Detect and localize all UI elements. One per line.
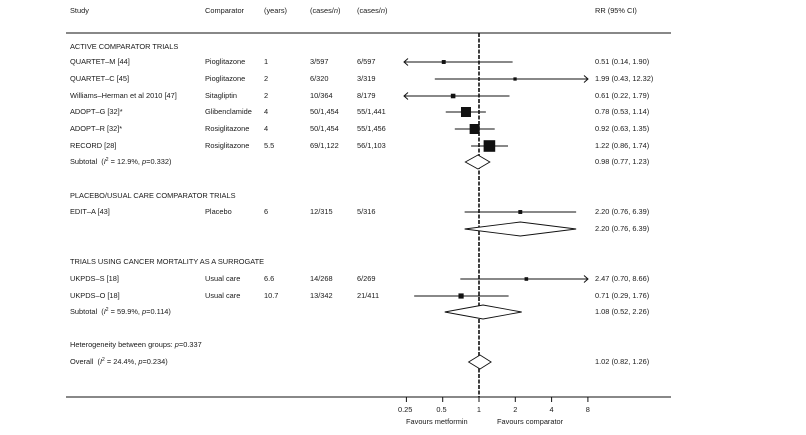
study-rr-label: 0.92 (0.63, 1.35) xyxy=(595,124,650,133)
study-years: 4 xyxy=(264,107,269,116)
study-name: RECORD [28] xyxy=(70,141,117,150)
group-title: ACTIVE COMPARATOR TRIALS xyxy=(70,42,179,51)
study-comparator: Usual care xyxy=(205,291,241,300)
subtotal-rr-label: 0.98 (0.77, 1.23) xyxy=(595,157,650,166)
subtotal-label: Subtotal (I2 = 12.9%, p=0.332) xyxy=(70,157,172,166)
subtotal-diamond xyxy=(464,221,577,237)
study-comparator: Glibenclamide xyxy=(205,107,252,116)
header-comparator: Comparator xyxy=(205,6,245,15)
header-cases-comparator: (cases/n) xyxy=(357,6,388,15)
subtotal-diamond xyxy=(444,304,522,320)
study-cases-comparator: 8/179 xyxy=(357,91,376,100)
xlabel-favours-comparator: Favours comparator xyxy=(497,417,564,426)
study-rr-label: 2.47 (0.70, 8.66) xyxy=(595,274,650,283)
study-rr-label: 2.20 (0.76, 6.39) xyxy=(595,207,650,216)
overall-label: Overall (I2 = 24.4%, p=0.234) xyxy=(70,357,168,366)
study-cases-metformin: 3/597 xyxy=(310,57,329,66)
study-years: 10.7 xyxy=(264,291,279,300)
study-cases-comparator: 21/411 xyxy=(357,291,380,300)
study-point xyxy=(513,77,517,81)
study-rr-label: 0.61 (0.22, 1.79) xyxy=(595,91,650,100)
heterogeneity-between-groups: Heterogeneity between groups: p=0.337 xyxy=(70,340,202,349)
study-cases-comparator: 55/1,456 xyxy=(357,124,386,133)
study-name: ADOPT–R [32]* xyxy=(70,124,123,133)
header-cases-metformin: (cases/n) xyxy=(310,6,341,15)
study-comparator: Usual care xyxy=(205,274,241,283)
study-years: 6.6 xyxy=(264,274,275,283)
study-cases-metformin: 12/315 xyxy=(310,207,333,216)
subtotal-diamond xyxy=(464,154,491,170)
ci-arrow-right xyxy=(583,75,589,83)
x-tick-label: 8 xyxy=(585,405,590,414)
x-tick-label: 2 xyxy=(513,405,518,414)
study-years: 4 xyxy=(264,124,269,133)
study-cases-comparator: 3/319 xyxy=(357,74,376,83)
study-point xyxy=(450,93,456,99)
x-tick-label: 1 xyxy=(476,405,482,414)
study-comparator: Pioglitazone xyxy=(205,74,246,83)
header-study: Study xyxy=(70,6,89,15)
study-rr-label: 0.78 (0.53, 1.14) xyxy=(595,107,650,116)
study-name: Williams–Herman et al 2010 [47] xyxy=(70,91,177,100)
study-name: QUARTET–C [45] xyxy=(70,74,130,83)
study-name: ADOPT–G [32]* xyxy=(70,107,123,116)
study-cases-comparator: 6/597 xyxy=(357,57,376,66)
x-tick-label: 0.5 xyxy=(436,405,447,414)
study-years: 5.5 xyxy=(264,141,275,150)
study-comparator: Rosiglitazone xyxy=(205,124,250,133)
group-title: TRIALS USING CANCER MORTALITY AS A SURRO… xyxy=(70,257,265,266)
study-point xyxy=(460,107,471,117)
study-cases-metformin: 6/320 xyxy=(310,74,329,83)
ci-arrow-left xyxy=(403,58,409,66)
header-years: (years) xyxy=(264,6,287,15)
study-cases-metformin: 50/1,454 xyxy=(310,124,339,133)
study-point xyxy=(483,140,496,152)
overall-diamond xyxy=(467,354,492,370)
study-name: UKPDS–S [18] xyxy=(70,274,119,283)
study-cases-metformin: 50/1,454 xyxy=(310,107,339,116)
study-rr-label: 1.22 (0.86, 1.74) xyxy=(595,141,650,150)
study-cases-metformin: 69/1,122 xyxy=(310,141,339,150)
study-cases-metformin: 14/268 xyxy=(310,274,333,283)
study-years: 1 xyxy=(264,57,269,66)
study-name: QUARTET–M [44] xyxy=(70,57,130,66)
study-cases-comparator: 6/269 xyxy=(357,274,376,283)
study-name: EDIT–A [43] xyxy=(70,207,110,216)
study-point xyxy=(524,277,529,281)
study-rr-label: 0.51 (0.14, 1.90) xyxy=(595,57,650,66)
study-years: 2 xyxy=(264,91,269,100)
overall-rr-label: 1.02 (0.82, 1.26) xyxy=(595,357,650,366)
study-point xyxy=(469,124,480,134)
study-cases-comparator: 5/316 xyxy=(357,207,376,216)
study-rr-label: 0.71 (0.29, 1.76) xyxy=(595,291,650,300)
x-tick-label: 4 xyxy=(549,405,554,414)
study-comparator: Placebo xyxy=(205,207,232,216)
study-comparator: Rosiglitazone xyxy=(205,141,250,150)
study-point xyxy=(441,60,446,64)
subtotal-label: Subtotal (I2 = 59.9%, p=0.114) xyxy=(70,307,171,316)
study-name: UKPDS–O [18] xyxy=(70,291,120,300)
study-comparator: Pioglitazone xyxy=(205,57,246,66)
subtotal-rr-label: 2.20 (0.76, 6.39) xyxy=(595,224,650,233)
group-title: PLACEBO/USUAL CARE COMPARATOR TRIALS xyxy=(70,191,236,200)
study-rr-label: 1.99 (0.43, 12.32) xyxy=(595,74,654,83)
subtotal-rr-label: 1.08 (0.52, 2.26) xyxy=(595,307,650,316)
study-point xyxy=(458,293,464,299)
ci-arrow-right xyxy=(583,275,589,283)
study-cases-metformin: 10/364 xyxy=(310,91,333,100)
study-cases-metformin: 13/342 xyxy=(310,291,333,300)
study-cases-comparator: 55/1,441 xyxy=(357,107,386,116)
ci-arrow-left xyxy=(403,92,409,100)
x-tick-label: 0.25 xyxy=(398,405,413,414)
study-years: 2 xyxy=(264,74,269,83)
study-years: 6 xyxy=(264,207,269,216)
study-comparator: Sitagliptin xyxy=(205,91,238,100)
study-cases-comparator: 56/1,103 xyxy=(357,141,386,150)
header-rr: RR (95% CI) xyxy=(595,6,637,15)
study-point xyxy=(518,210,523,214)
xlabel-favours-metformin: Favours metformin xyxy=(406,417,468,426)
